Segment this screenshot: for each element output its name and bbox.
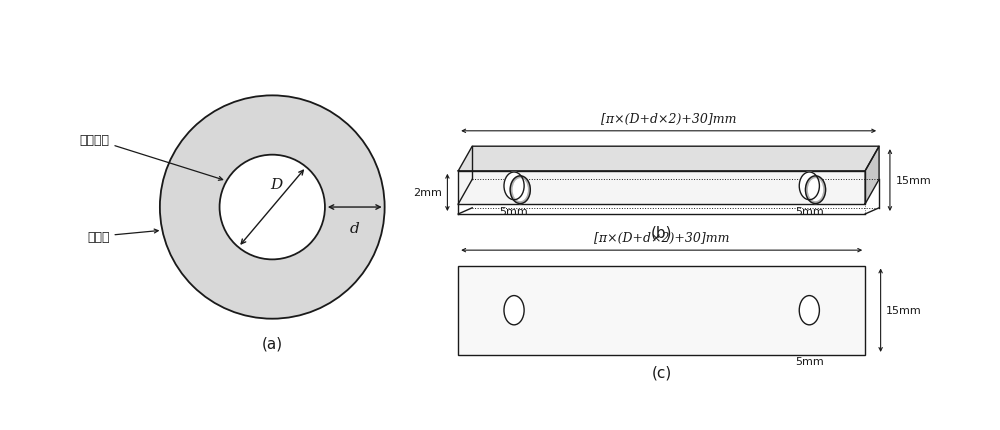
Text: 绝缘层: 绝缘层	[87, 230, 158, 243]
Text: [π×(D+d×2)+30]mm: [π×(D+d×2)+30]mm	[594, 231, 729, 244]
Text: 2mm: 2mm	[413, 188, 442, 198]
Ellipse shape	[510, 176, 530, 204]
Text: (a): (a)	[262, 335, 283, 350]
Text: d: d	[350, 221, 360, 235]
Ellipse shape	[504, 296, 524, 325]
Text: (c): (c)	[652, 365, 672, 379]
Text: D: D	[270, 178, 282, 191]
Ellipse shape	[805, 176, 826, 204]
Ellipse shape	[799, 172, 819, 200]
Ellipse shape	[513, 179, 527, 201]
Text: 5mm: 5mm	[467, 295, 495, 305]
Text: 5mm: 5mm	[795, 356, 824, 366]
Text: 5mm: 5mm	[828, 295, 857, 305]
Polygon shape	[160, 96, 385, 319]
Ellipse shape	[504, 172, 524, 200]
Bar	[458, 266, 865, 355]
Polygon shape	[458, 147, 879, 172]
Polygon shape	[458, 172, 865, 205]
Polygon shape	[220, 155, 325, 260]
Text: [π×(D+d×2)+30]mm: [π×(D+d×2)+30]mm	[601, 112, 736, 126]
Text: 15mm: 15mm	[886, 305, 922, 316]
Text: (b): (b)	[651, 224, 672, 240]
Ellipse shape	[799, 296, 819, 325]
Text: 5mm: 5mm	[518, 335, 547, 345]
Text: 5mm: 5mm	[500, 207, 528, 217]
Text: 5mm: 5mm	[813, 276, 842, 286]
Text: 5mm: 5mm	[795, 207, 824, 217]
Polygon shape	[865, 147, 879, 205]
Text: 5mm: 5mm	[813, 335, 842, 345]
Ellipse shape	[809, 179, 822, 201]
Text: 15mm: 15mm	[895, 176, 931, 186]
Text: 导体线芯: 导体线芯	[79, 133, 223, 181]
